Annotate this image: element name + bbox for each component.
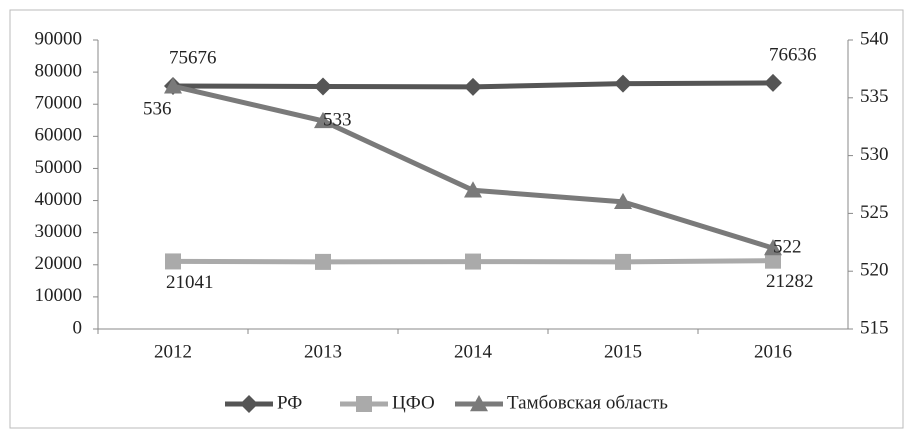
marker bbox=[356, 396, 372, 412]
marker bbox=[764, 239, 782, 256]
legend-label: РФ bbox=[277, 392, 302, 413]
marker bbox=[764, 73, 782, 92]
data-label: 522 bbox=[773, 236, 802, 257]
x-tick-label: 2014 bbox=[454, 341, 493, 362]
marker bbox=[314, 111, 332, 129]
frame bbox=[9, 9, 904, 429]
y-tick-label: 30000 bbox=[35, 221, 83, 242]
marker bbox=[615, 253, 631, 270]
marker bbox=[240, 395, 258, 413]
legend-label: Тамбовская область bbox=[507, 392, 668, 413]
marker bbox=[465, 253, 481, 270]
marker bbox=[464, 181, 482, 198]
marker bbox=[464, 77, 482, 96]
marker bbox=[614, 192, 632, 210]
y2-tick-label: 520 bbox=[860, 260, 889, 281]
y-tick-label: 80000 bbox=[35, 60, 83, 81]
data-label: 21041 bbox=[166, 272, 214, 293]
marker bbox=[164, 77, 182, 94]
marker bbox=[315, 253, 331, 270]
y-tick-label: 0 bbox=[73, 317, 83, 338]
data-label: 21282 bbox=[766, 271, 814, 292]
data-label: 76636 bbox=[769, 44, 817, 65]
y-tick-label: 50000 bbox=[35, 157, 83, 178]
y2-tick-label: 535 bbox=[860, 86, 889, 107]
marker bbox=[614, 74, 632, 93]
y-tick-label: 20000 bbox=[35, 253, 83, 274]
y-tick-label: 60000 bbox=[35, 125, 83, 146]
data-label: 75676 bbox=[169, 47, 217, 68]
data-label: 536 bbox=[143, 99, 172, 120]
marker bbox=[314, 77, 332, 96]
marker bbox=[765, 252, 781, 269]
marker bbox=[165, 253, 181, 270]
x-tick-label: 2015 bbox=[604, 341, 642, 362]
y2-tick-label: 530 bbox=[860, 144, 889, 165]
legend-label: ЦФО bbox=[392, 392, 435, 413]
marker bbox=[470, 395, 488, 412]
y2-tick-label: 540 bbox=[860, 28, 889, 49]
x-tick-label: 2013 bbox=[304, 341, 342, 362]
series-line bbox=[172, 83, 774, 251]
y-tick-label: 40000 bbox=[35, 189, 83, 210]
y-tick-label: 90000 bbox=[35, 28, 83, 49]
y2-tick-label: 515 bbox=[860, 317, 889, 338]
data-label: 533 bbox=[323, 109, 352, 130]
x-tick-label: 2016 bbox=[754, 341, 792, 362]
y-tick-label: 10000 bbox=[35, 285, 83, 306]
y-tick-label: 70000 bbox=[35, 93, 83, 114]
y2-tick-label: 525 bbox=[860, 202, 889, 223]
x-tick-label: 2012 bbox=[154, 341, 192, 362]
